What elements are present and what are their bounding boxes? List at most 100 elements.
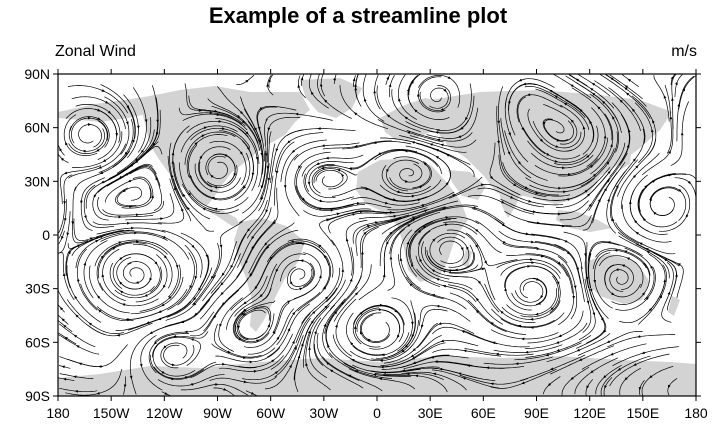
streamline-arrow <box>152 142 156 146</box>
streamline-arrow <box>184 330 188 334</box>
streamline-arrow <box>161 303 165 307</box>
streamline-arrow <box>239 151 243 155</box>
streamline <box>370 366 440 373</box>
streamline <box>215 118 260 165</box>
streamline <box>489 142 521 196</box>
streamline-arrow <box>590 370 594 374</box>
streamline-arrow <box>144 294 148 297</box>
streamline <box>203 277 249 332</box>
streamline <box>678 75 696 110</box>
streamline-arrow <box>614 249 618 252</box>
streamline <box>624 247 655 301</box>
streamline <box>604 264 634 290</box>
streamline-arrow <box>463 349 467 353</box>
streamline-arrow <box>615 184 619 189</box>
streamline-arrow <box>411 263 414 267</box>
streamline-arrow <box>530 258 534 261</box>
streamline <box>190 175 245 200</box>
streamline <box>491 308 555 328</box>
streamline <box>414 216 480 233</box>
streamline <box>629 189 668 235</box>
streamline <box>240 306 272 340</box>
streamline <box>173 178 215 232</box>
streamline <box>502 162 559 196</box>
streamline <box>308 164 336 199</box>
streamline-arrow <box>429 143 433 146</box>
streamline <box>330 247 355 310</box>
streamline <box>266 116 301 163</box>
streamline-arrow <box>490 322 494 326</box>
streamline-arrow <box>163 255 167 259</box>
streamline-arrow <box>316 162 320 165</box>
streamline-arrow <box>65 141 68 146</box>
streamline-arrow <box>220 282 224 286</box>
streamline <box>375 312 416 359</box>
streamline <box>576 82 622 133</box>
streamline-arrow <box>194 142 198 146</box>
streamline <box>274 318 311 378</box>
streamline <box>234 263 278 317</box>
streamline <box>534 158 599 175</box>
streamline-arrow <box>326 361 330 366</box>
streamline-arrow <box>97 108 101 112</box>
streamline-arrow <box>359 330 363 335</box>
streamline <box>184 131 236 165</box>
streamline-arrow <box>436 304 440 308</box>
streamline <box>58 377 75 381</box>
streamline-arrow <box>79 200 83 204</box>
streamline-arrow <box>367 225 371 228</box>
streamline-arrow <box>171 377 175 381</box>
streamline <box>58 145 65 156</box>
streamline <box>180 232 209 288</box>
streamline-arrow <box>504 287 508 291</box>
streamline <box>504 266 532 311</box>
streamline-arrow <box>675 273 678 277</box>
y-tick-label: 30S <box>25 281 50 297</box>
streamline-arrow <box>430 355 435 359</box>
streamline-arrow <box>139 363 143 368</box>
streamline-arrow <box>600 317 604 322</box>
streamline-arrow <box>591 82 596 86</box>
streamline <box>319 210 361 246</box>
streamline-arrow <box>592 173 597 177</box>
streamline-arrow <box>211 196 215 200</box>
streamline-arrow <box>354 370 359 373</box>
streamline-arrow <box>412 361 416 365</box>
streamline-arrow <box>241 120 246 124</box>
streamline-arrow <box>162 284 166 289</box>
streamline-arrow <box>365 187 369 190</box>
streamline <box>490 368 557 389</box>
streamline-arrow <box>324 99 328 103</box>
streamline-arrow <box>135 158 139 162</box>
streamline-arrow <box>431 293 436 297</box>
streamline-arrow <box>586 385 590 389</box>
streamline-arrow <box>129 163 134 167</box>
streamline <box>80 177 105 231</box>
streamline-arrow <box>62 377 67 381</box>
streamline-arrow <box>359 311 364 315</box>
streamline-arrow <box>317 127 321 130</box>
streamline-arrow <box>634 219 638 224</box>
streamline <box>356 309 401 332</box>
streamline-arrow <box>116 333 120 337</box>
streamline-arrow <box>409 283 413 287</box>
streamline <box>475 220 538 248</box>
streamline-arrow <box>547 382 552 387</box>
streamline-arrow <box>465 246 469 251</box>
streamline-arrow <box>276 336 280 340</box>
x-tick-label: 90W <box>203 405 233 421</box>
streamline-arrow <box>373 90 377 94</box>
streamline <box>516 94 563 123</box>
streamline <box>454 362 525 369</box>
streamline <box>410 204 478 221</box>
streamline <box>447 275 500 313</box>
streamline <box>529 178 595 193</box>
streamline-arrow <box>62 272 66 277</box>
streamline-arrow <box>101 273 105 277</box>
streamline-arrow <box>134 160 139 164</box>
streamline <box>504 98 529 163</box>
streamline-arrow <box>191 383 195 386</box>
streamline <box>358 207 428 220</box>
streamline <box>588 254 609 319</box>
streamline-arrow <box>562 166 566 170</box>
